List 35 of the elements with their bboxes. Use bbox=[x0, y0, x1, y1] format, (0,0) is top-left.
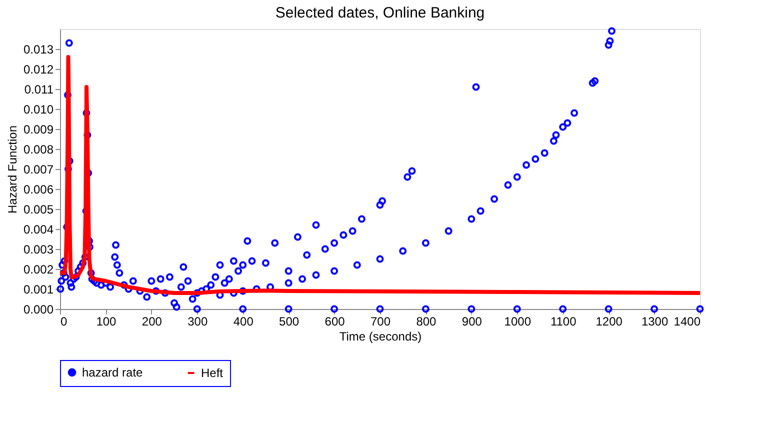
y-tick-label: 0.007 bbox=[23, 162, 54, 176]
x-tick-label: 400 bbox=[233, 314, 254, 328]
y-tick-label: 0.000 bbox=[23, 302, 54, 316]
y-tick-label: 0.001 bbox=[23, 282, 54, 296]
legend-label: Heft bbox=[201, 366, 224, 380]
x-tick-label: 100 bbox=[96, 314, 117, 328]
x-tick-label: 200 bbox=[142, 314, 162, 328]
chart-title: Selected dates, Online Banking bbox=[275, 4, 485, 22]
y-tick-label: 0.010 bbox=[23, 102, 54, 116]
x-tick-label: 500 bbox=[279, 314, 300, 328]
legend-label: hazard rate bbox=[82, 365, 144, 380]
y-tick-label: 0.003 bbox=[23, 242, 54, 256]
x-tick-label: 1400 bbox=[674, 314, 701, 328]
y-tick-label: 0.005 bbox=[23, 202, 54, 216]
x-tick-label: 300 bbox=[188, 314, 208, 328]
x-tick-label: 1200 bbox=[596, 314, 623, 328]
y-tick-label: 0.002 bbox=[23, 262, 54, 276]
y-axis-title: Hazard Function bbox=[5, 125, 20, 214]
y-tick-label: 0.008 bbox=[23, 142, 54, 156]
x-tick-label: 1100 bbox=[550, 314, 577, 328]
y-tick-label: 0.009 bbox=[23, 122, 54, 136]
x-tick-label: 800 bbox=[416, 314, 437, 328]
y-tick-label: 0.004 bbox=[23, 222, 54, 236]
x-tick-label: 0 bbox=[60, 314, 68, 328]
x-tick-label: 600 bbox=[324, 314, 346, 328]
y-tick-label: 0.012 bbox=[23, 62, 54, 76]
y-tick-label: 0.013 bbox=[23, 42, 54, 56]
x-tick-label: 900 bbox=[462, 314, 482, 328]
x-tick-label: 1000 bbox=[504, 314, 532, 328]
line-series bbox=[58, 55, 702, 295]
x-tick-label: 700 bbox=[370, 314, 391, 328]
y-tick-label: 0.006 bbox=[23, 182, 54, 196]
x-tick-label: 1300 bbox=[641, 314, 668, 328]
y-tick-label: 0.011 bbox=[24, 82, 54, 96]
x-axis-title: Time (seconds) bbox=[339, 330, 422, 344]
